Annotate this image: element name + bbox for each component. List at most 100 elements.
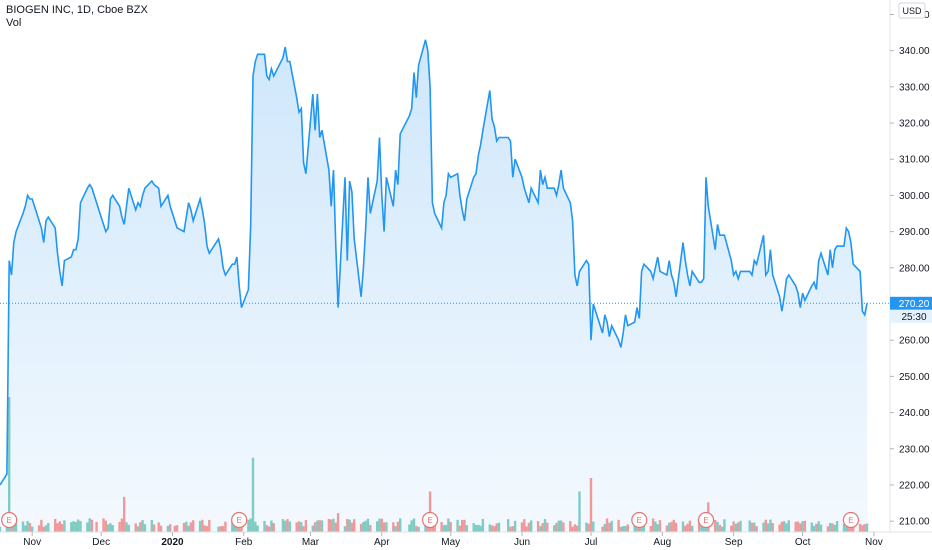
earnings-marker[interactable]: E	[421, 511, 439, 529]
chart-legend-title[interactable]: BIOGEN INC, 1D, Cboe BZX	[6, 4, 148, 16]
volume-bar	[187, 525, 190, 532]
volume-bar	[47, 523, 50, 532]
volume-bar	[465, 525, 468, 532]
volume-bar	[8, 397, 11, 532]
earnings-marker-label: E	[427, 516, 432, 525]
volume-bar	[192, 520, 195, 532]
volume-bar	[330, 519, 333, 532]
earnings-marker[interactable]: E	[842, 511, 860, 529]
volume-bar	[12, 523, 15, 532]
volume-bar	[649, 526, 652, 532]
volume-bar	[730, 525, 733, 532]
volume-bar	[26, 521, 29, 532]
earnings-marker[interactable]: E	[697, 511, 715, 529]
volume-bar	[810, 522, 813, 532]
earnings-marker[interactable]: E	[231, 511, 248, 529]
volume-bar	[31, 526, 34, 532]
price-line[interactable]	[0, 39, 868, 486]
volume-bar	[412, 518, 416, 532]
volume-bar	[739, 520, 742, 532]
earnings-marker[interactable]: E	[631, 511, 648, 529]
volume-bar	[346, 519, 349, 532]
volume-bar	[380, 518, 383, 532]
x-tick-label: May	[441, 537, 460, 548]
volume-bar	[141, 520, 144, 532]
volume-bar	[417, 526, 420, 532]
volume-bar	[152, 524, 156, 532]
volume-bar	[750, 522, 754, 532]
volume-legend-label[interactable]: Vol	[6, 17, 22, 29]
volume-bar	[585, 522, 588, 532]
volume-bar	[541, 523, 544, 532]
x-axis[interactable]: Nov Dec 2020 Feb Mar Apr May Jun Jul Aug Sep Oct Nov	[23, 532, 883, 548]
volume-bar	[40, 519, 43, 532]
volume-bar	[56, 523, 59, 532]
volume-bar	[681, 521, 685, 532]
volume-bar	[803, 520, 807, 532]
volume-bar	[14, 522, 18, 532]
x-tick-label: Feb	[235, 537, 253, 548]
volume-bar	[764, 519, 767, 532]
volume-bar	[205, 526, 209, 532]
volume-bar	[362, 521, 365, 532]
x-tick-label: Mar	[302, 537, 320, 548]
volume-bar	[794, 521, 797, 532]
volume-bar	[672, 519, 675, 532]
volume-bar	[734, 523, 738, 532]
volume-bar	[86, 522, 89, 532]
volume-bar	[0, 526, 2, 532]
volume-bar	[265, 525, 268, 532]
volume-bar	[185, 521, 188, 532]
volume-bar	[385, 522, 388, 532]
volume-bar	[488, 524, 491, 532]
volume-bar	[525, 526, 528, 532]
volume-bar	[415, 525, 418, 532]
volume-bar	[313, 522, 317, 532]
price-area	[0, 39, 867, 533]
earnings-icon	[697, 511, 715, 529]
volume-bar	[622, 526, 625, 532]
volume-bar	[79, 521, 82, 532]
volume-bar	[127, 524, 130, 532]
volume-bar	[364, 520, 367, 532]
volume-bar	[90, 519, 94, 532]
volume-bar	[539, 526, 542, 532]
volume-bar	[513, 520, 517, 532]
earnings-icon	[231, 511, 248, 529]
volume-bar	[63, 520, 66, 532]
volume-bar	[221, 526, 225, 532]
x-tick-label: Jun	[514, 537, 530, 548]
volume-bar	[762, 522, 765, 532]
volume-bar	[507, 519, 510, 532]
y-tick-label: 290.00	[899, 227, 930, 238]
x-tick-label: Apr	[374, 537, 390, 548]
currency-badge[interactable]: USD	[898, 2, 926, 19]
volume-bar	[208, 519, 211, 532]
volume-bar	[88, 518, 91, 532]
volume-bar	[796, 521, 800, 532]
volume-bar	[426, 524, 429, 532]
volume-bar	[474, 524, 478, 532]
y-tick-label: 280.00	[899, 263, 930, 274]
volume-bar	[651, 518, 655, 532]
volume-bar	[610, 520, 613, 532]
earnings-icon	[842, 511, 860, 529]
volume-bar	[817, 521, 820, 532]
volume-bar	[562, 522, 565, 532]
volume-bar	[456, 519, 459, 532]
volume-bar	[281, 519, 285, 532]
volume-bar	[546, 522, 549, 532]
earnings-marker[interactable]: E	[1, 511, 18, 529]
volume-bar	[578, 491, 581, 532]
volume-bar	[353, 519, 356, 532]
y-axis[interactable]: 210.00 220.00 230.00 240.00 250.00 260.00 270.…	[890, 10, 930, 528]
volume-bar	[523, 519, 526, 532]
volume-bar	[753, 522, 756, 532]
volume-bar	[350, 522, 354, 532]
volume-bar	[24, 525, 27, 532]
volume-bar	[166, 525, 170, 532]
volume-bar	[102, 518, 105, 532]
volume-bar	[58, 521, 61, 532]
